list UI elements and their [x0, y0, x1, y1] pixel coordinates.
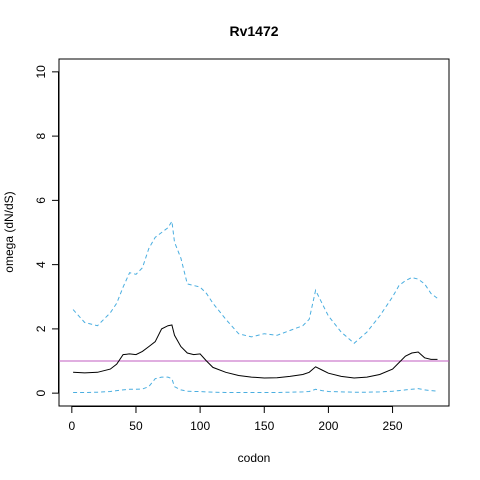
y-tick-label: 2	[34, 325, 48, 332]
y-tick-label: 10	[34, 65, 48, 79]
x-axis: 0 50 100 150 200 250	[68, 406, 403, 433]
x-tick-label: 50	[129, 419, 143, 433]
y-tick-label: 6	[34, 197, 48, 204]
x-tick-label: 250	[383, 419, 403, 433]
y-axis: 0 2 4 6 8 10	[34, 65, 59, 396]
chart-title: Rv1472	[229, 23, 278, 39]
plot-frame	[58, 58, 450, 407]
y-axis-title: omega (dN/dS)	[2, 191, 16, 272]
y-tick-label: 4	[34, 261, 48, 268]
x-tick-label: 100	[190, 419, 210, 433]
y-tick-label: 8	[34, 132, 48, 139]
upper-bound-line	[72, 219, 438, 344]
x-axis-title: codon	[238, 451, 271, 465]
x-tick-label: 150	[254, 419, 274, 433]
y-tick-label: 0	[34, 389, 48, 396]
x-tick-label: 200	[318, 419, 338, 433]
lower-bound-line	[73, 376, 438, 393]
x-tick-label: 0	[68, 419, 75, 433]
mean-line	[73, 324, 438, 379]
series-layer	[72, 219, 438, 393]
